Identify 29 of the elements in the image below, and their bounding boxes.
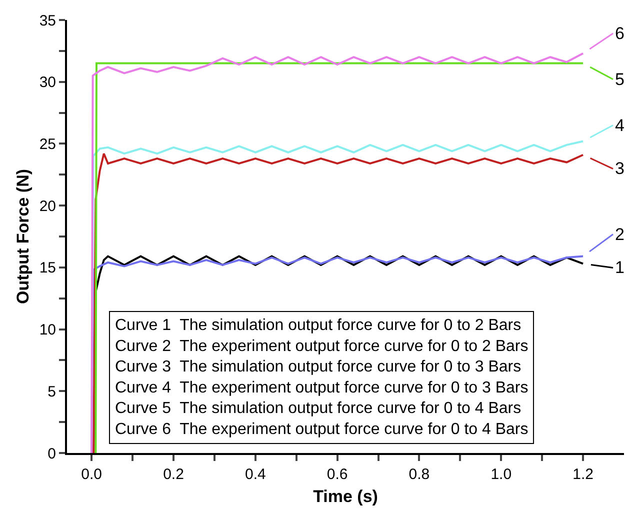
y-tick-label: 30 bbox=[39, 74, 56, 92]
annotation: Curve 4 The experiment output force curve for 0 to 3 Bars bbox=[115, 379, 528, 396]
annotation: Curve 3 The simulation output force curve for 0 to 3 Bars bbox=[115, 358, 522, 376]
annotation: Curve 1 The simulation output force curve for 0 to 2 Bars bbox=[115, 317, 522, 334]
y-tick-label: 35 bbox=[39, 12, 56, 30]
y-tick-label: 15 bbox=[39, 260, 56, 277]
annotation: Curve 5 The simulation output force curve for 0 to 4 Bars bbox=[115, 400, 522, 418]
legend-label: 5 bbox=[615, 70, 624, 89]
x-tick-label: 1.0 bbox=[490, 466, 512, 483]
y-tick-label: 0 bbox=[48, 445, 56, 462]
annotation: Curve 2 The experiment output force curve for 0 to 2 Bars bbox=[115, 338, 528, 355]
x-tick-label: 0.0 bbox=[81, 466, 102, 483]
legend-label: 1 bbox=[615, 258, 624, 277]
y-axis-title: Output Force (N) bbox=[13, 168, 32, 304]
x-tick-label: 0.8 bbox=[408, 466, 430, 483]
y-tick-label: 5 bbox=[48, 383, 56, 400]
x-axis-title: Time (s) bbox=[313, 486, 378, 506]
annotation: Curve 6 The experiment output force curve for 0 to 4 Bars bbox=[115, 421, 528, 438]
y-tick-label: 10 bbox=[39, 322, 56, 339]
x-tick-label: 0.2 bbox=[163, 466, 184, 483]
x-tick-label: 0.4 bbox=[244, 466, 266, 483]
y-tick-label: 25 bbox=[39, 136, 56, 153]
x-tick-label: 1.2 bbox=[572, 466, 594, 483]
legend-label: 6 bbox=[615, 24, 624, 43]
x-tick-label: 0.6 bbox=[326, 466, 348, 483]
legend-label: 4 bbox=[615, 116, 624, 135]
legend-label: 2 bbox=[615, 225, 624, 244]
y-tick-label: 20 bbox=[39, 198, 56, 215]
legend-label: 3 bbox=[615, 159, 624, 178]
